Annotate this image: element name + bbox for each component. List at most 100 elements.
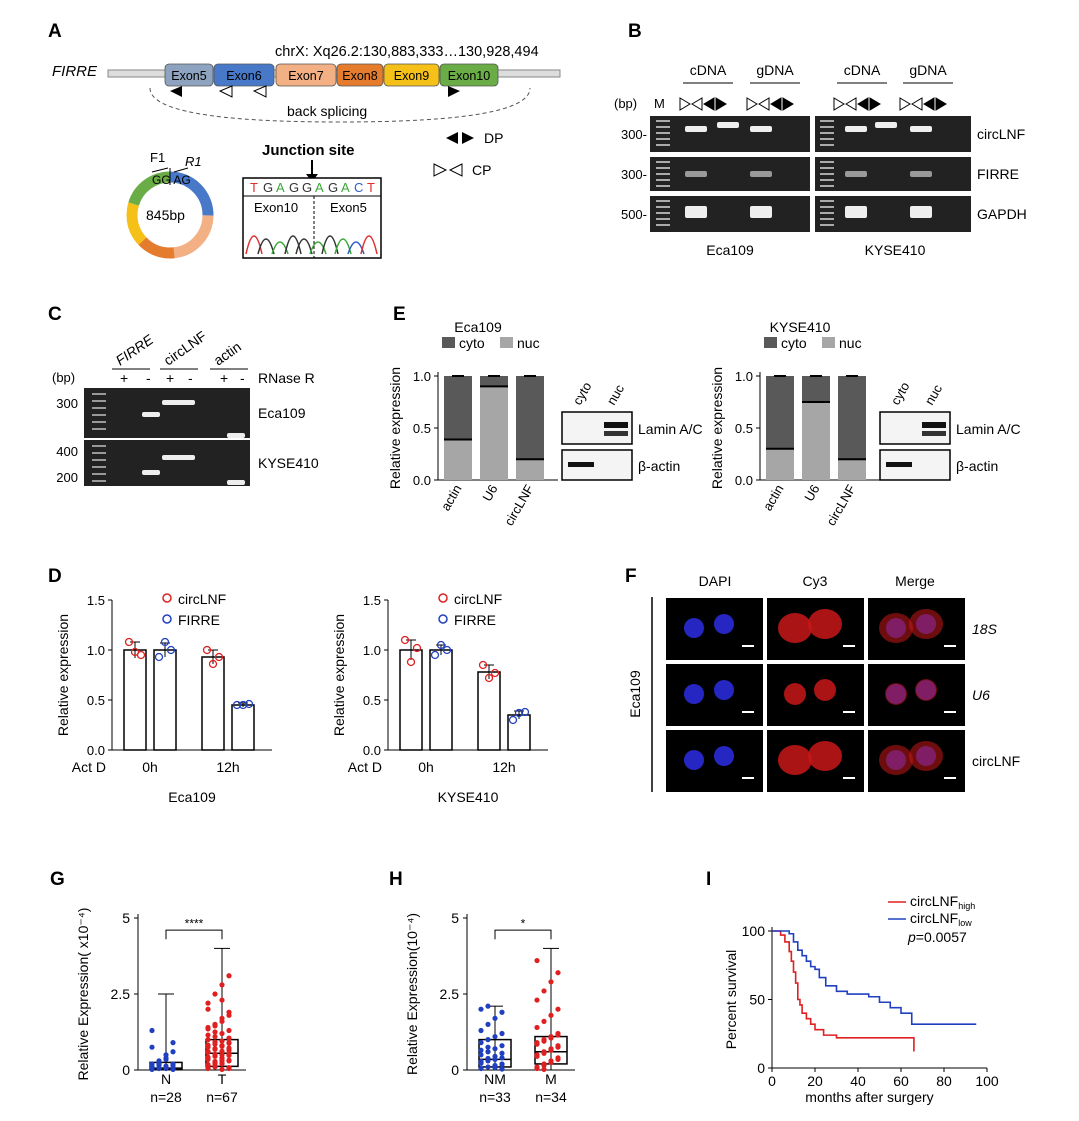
data-point xyxy=(205,1006,211,1012)
cy3-signal xyxy=(808,741,842,771)
primer-glyph-icon xyxy=(691,97,703,111)
panel-label-g: G xyxy=(50,869,65,890)
y-tick-label: 1.0 xyxy=(413,369,431,384)
exon-box xyxy=(275,63,337,87)
blot-col-label: cyto xyxy=(570,379,595,407)
blot-band xyxy=(604,422,628,428)
data-point xyxy=(492,1033,498,1040)
gel xyxy=(84,388,250,438)
gel-row-label: circLNF xyxy=(977,126,1025,142)
rnase-sign: + xyxy=(120,370,128,386)
data-point xyxy=(400,635,410,645)
data-point xyxy=(548,1059,554,1065)
y-tick-label: 0 xyxy=(451,1062,459,1078)
data-point xyxy=(492,1053,498,1059)
y-axis-label: Relative Expression(10⁻⁴) xyxy=(404,913,420,1075)
legend-label: FIRRE xyxy=(454,612,496,628)
data-point xyxy=(219,1018,225,1024)
nucleus xyxy=(714,614,734,634)
legend-swatch-cyto xyxy=(442,337,455,348)
nucleus xyxy=(684,684,704,704)
nucleus xyxy=(714,746,734,766)
primer-glyph-icon xyxy=(911,97,923,111)
exon-5: Exon9 xyxy=(383,63,440,87)
exon-3: Exon7 xyxy=(275,63,337,87)
chromatogram-peak xyxy=(271,241,289,255)
primer-glyph-icon xyxy=(845,97,857,111)
marker-label: M xyxy=(654,96,665,111)
legend-name: circLNF xyxy=(910,893,958,909)
ladder-band xyxy=(92,473,106,475)
ladder-band xyxy=(820,200,834,202)
gel-band xyxy=(750,171,772,177)
cell-line-label: Eca109 xyxy=(706,242,754,258)
ladder-band xyxy=(820,126,834,128)
rnase-sign: + xyxy=(220,370,228,386)
bar-nuc xyxy=(766,448,794,480)
target-label: circLNF xyxy=(161,328,210,369)
significance-stars: * xyxy=(521,917,526,931)
x-tick-label: 60 xyxy=(893,1073,909,1089)
data-point xyxy=(149,1066,155,1072)
data-point xyxy=(238,700,248,710)
p-value: p=0.0057 xyxy=(907,929,967,945)
data-point xyxy=(219,982,225,988)
x-tick-label: 100 xyxy=(975,1073,999,1089)
primer-glyph-icon xyxy=(782,97,794,111)
cy3-signal xyxy=(885,683,907,705)
blot-band xyxy=(886,462,912,467)
ladder-band xyxy=(820,167,834,169)
gel-band xyxy=(685,126,707,132)
legend-subscript: high xyxy=(958,901,975,911)
rnase-sign: + xyxy=(166,370,174,386)
sequence-box xyxy=(242,177,382,259)
ladder-band xyxy=(656,212,670,214)
data-point xyxy=(163,1056,169,1062)
primer-r-label: R1 xyxy=(185,154,202,169)
data-point xyxy=(208,659,218,669)
y-tick-label: 1.0 xyxy=(363,643,381,658)
legend-label: circLNFhigh xyxy=(910,893,975,911)
bar-nuc xyxy=(444,439,472,480)
junction-site-title: Junction site xyxy=(262,142,355,159)
chromatogram-peak xyxy=(360,235,378,255)
legend-label: nuc xyxy=(839,335,862,351)
cp-left-icon xyxy=(433,163,448,177)
x-tick-label: 40 xyxy=(850,1073,866,1089)
y-tick-label: 0.5 xyxy=(87,693,105,708)
primer-glyph-icon xyxy=(715,97,727,111)
dp-left-icon xyxy=(446,132,458,144)
y-tick-label: 0.0 xyxy=(87,743,105,758)
gel-band xyxy=(177,400,195,405)
exon-label: Exon5 xyxy=(171,69,206,83)
cy3-signal xyxy=(915,679,937,701)
data-point xyxy=(541,1018,547,1024)
panel-f-images: DAPI Cy3 Merge Eca109 18S U6 circLNF xyxy=(627,573,1020,792)
exon-2: Exon6 xyxy=(213,63,275,87)
treatment-label: Act D xyxy=(348,759,382,775)
ladder-band xyxy=(656,161,670,163)
gel-band xyxy=(717,122,739,128)
treatment-label: Act D xyxy=(72,759,106,775)
rnase-label: RNase R xyxy=(258,370,315,386)
legend-swatch-nuc xyxy=(500,337,513,348)
y-tick-label: 2.5 xyxy=(111,986,131,1002)
data-point xyxy=(430,650,440,660)
micrograph xyxy=(666,598,763,660)
gel-kyse410 xyxy=(815,196,971,232)
y-tick-label: 0 xyxy=(757,1060,765,1076)
bar-nuc xyxy=(838,459,866,480)
gel-band xyxy=(845,171,867,177)
bar-cyto xyxy=(444,376,472,440)
blot-col-label: cyto xyxy=(888,379,913,407)
data-point xyxy=(478,1065,484,1072)
data-point xyxy=(219,1038,225,1044)
target-label: actin xyxy=(211,338,244,368)
legend-cp: CP xyxy=(472,162,491,178)
gel-cell-label: KYSE410 xyxy=(258,455,319,471)
size-tick: 500- xyxy=(621,207,647,222)
gel-band xyxy=(227,480,245,485)
data-point xyxy=(485,1064,491,1070)
